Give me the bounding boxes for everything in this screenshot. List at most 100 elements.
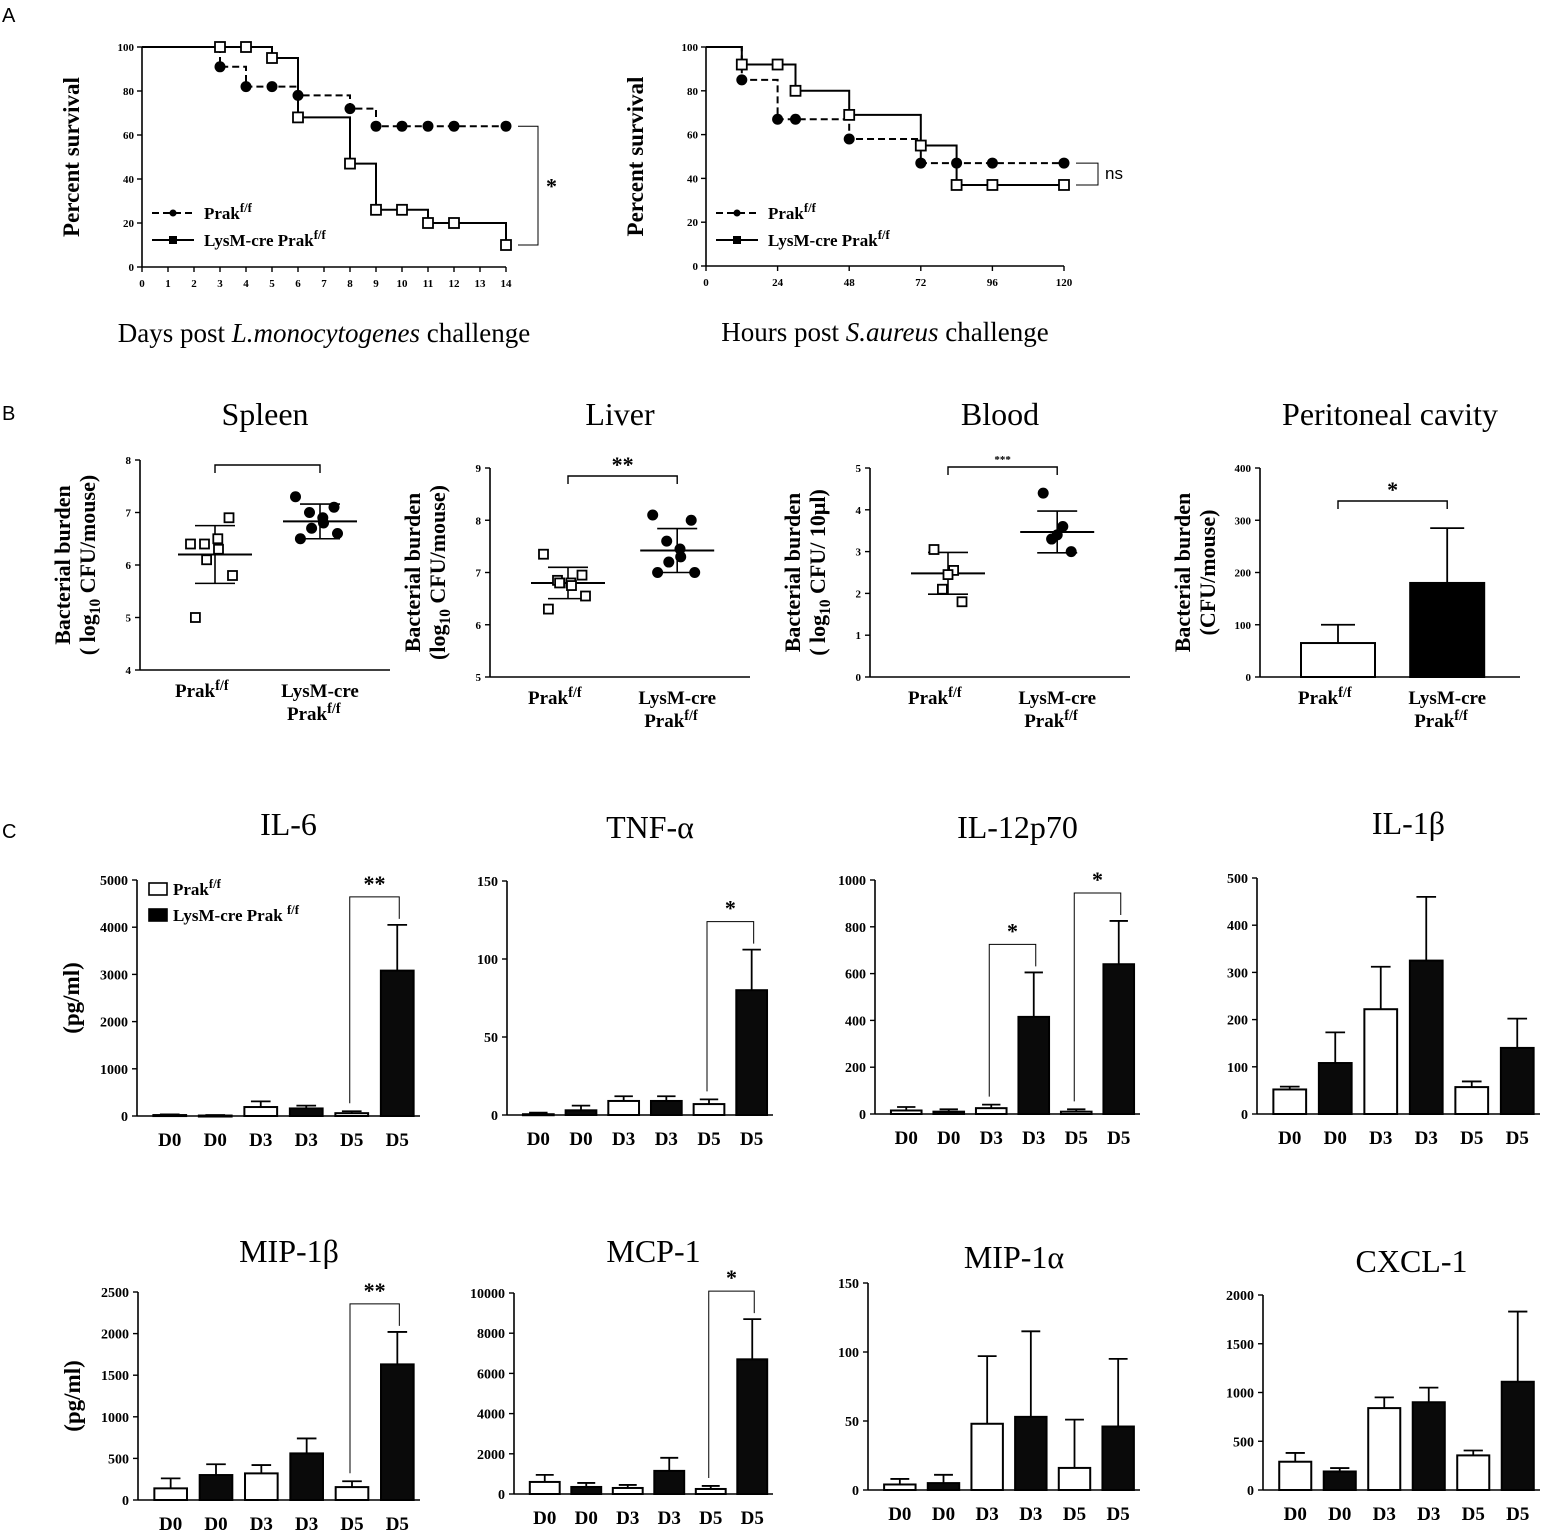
bar (334, 1112, 370, 1117)
significance-label: * (1387, 477, 1398, 502)
y-tick-label: 500 (108, 1452, 129, 1467)
bar (692, 1103, 726, 1116)
x-tick-label: 120 (1056, 277, 1073, 289)
y-tick-label: 200 (1235, 568, 1252, 580)
legend-label-0-base: Prak (768, 204, 804, 223)
legend-label-1-sup: f/f (314, 228, 327, 242)
survival-mark-circle (500, 120, 512, 132)
y-tick-label: 2000 (1226, 1289, 1254, 1304)
legend-label-0: Prakf/f (768, 201, 817, 223)
x-category-label: D5 (340, 1514, 363, 1531)
x-category-label: D0 (204, 1514, 227, 1531)
bar (653, 1469, 686, 1496)
y-axis-title: (pg/ml) (59, 962, 84, 1034)
x-category-label: D5 (340, 1130, 363, 1151)
x-category-label: D3 (612, 1129, 635, 1150)
y-tick-label: 100 (1235, 620, 1252, 632)
x-category-label: D0 (527, 1129, 550, 1150)
survival-line-1 (706, 46, 1064, 186)
survival-mark-circle (344, 103, 356, 115)
x-title-italic: L.monocytogenes (231, 318, 420, 348)
bar (1322, 1470, 1357, 1491)
bar (649, 1099, 683, 1116)
y-tick-label: 3 (856, 547, 862, 559)
y-tick-label: 7 (476, 568, 482, 580)
y-tick-label: 60 (123, 130, 135, 142)
bar (1272, 1088, 1308, 1116)
data-point-square (227, 570, 238, 581)
survival-line-1 (142, 46, 507, 245)
x-axis-title: Hours post S.aureus challenge (721, 317, 1048, 347)
legend-label-1: LysM-cre Prak f/f (173, 903, 300, 925)
bar (528, 1480, 561, 1495)
x-category-label-2-base: Prak (1024, 711, 1065, 732)
survival-mark-square (448, 217, 460, 229)
x-category-label-2: Prakf/f (1414, 708, 1468, 732)
survival-mark-circle (422, 120, 434, 132)
y-tick-label: 0 (129, 262, 135, 274)
x-category-label-2-base: Prak (644, 711, 685, 732)
y-tick-label: 500 (1233, 1435, 1254, 1450)
data-point-square (201, 554, 213, 566)
chart-title: TNF-α (606, 809, 694, 845)
y-tick-label: 0 (859, 1108, 866, 1123)
y-tick-label: 150 (838, 1277, 859, 1292)
x-tick-label: 0 (139, 278, 145, 290)
bar (1300, 642, 1376, 678)
panel-c-chart-11: MCP-1 0 2000 4000 6000 8000 10000 D0 D0 D3 D3 D5 D5 * (470, 1233, 773, 1529)
x-category-label: D0 (533, 1508, 556, 1529)
bar (380, 1363, 415, 1502)
x-category-label-base: Prak (1298, 688, 1339, 709)
x-category-label: Prakf/f (175, 678, 229, 702)
x-tick-label: 11 (423, 278, 433, 290)
y-tick-label: 1000 (1226, 1387, 1254, 1402)
x-category-label: D3 (658, 1508, 681, 1529)
y-tick-label: 5 (126, 613, 132, 625)
x-title-post: challenge (420, 318, 530, 348)
survival-mark-circle (370, 120, 382, 132)
chart-title: IL-1β (1372, 805, 1445, 841)
bar (611, 1486, 644, 1495)
x-category-label: D0 (932, 1504, 955, 1525)
x-tick-label: 1 (165, 278, 171, 290)
data-point-circle (294, 533, 306, 545)
chart-title: Spleen (221, 396, 308, 432)
x-tick-label: 0 (703, 277, 709, 289)
bar (379, 969, 415, 1118)
legend-swatch (148, 882, 168, 896)
x-category-label: D3 (1019, 1504, 1042, 1525)
panel-c-chart-9: IL-1β 0 100 200 300 400 500 D0 D0 D3 D3 D5 D5 (1227, 805, 1540, 1149)
y-tick-label: 0 (852, 1484, 859, 1499)
y-tick-label: 8 (126, 455, 132, 467)
x-category-label: D3 (295, 1514, 318, 1531)
x-category-label: LysM-cre (281, 681, 359, 702)
x-tick-label: 13 (475, 278, 487, 290)
x-category-label-2-sup: f/f (327, 701, 341, 717)
legend-marker (169, 209, 177, 217)
y-tick-label: 80 (687, 86, 699, 98)
significance-label: *** (994, 454, 1011, 466)
significance-bracket (518, 125, 539, 246)
legend-label-1-sup: f/f (878, 228, 891, 242)
y-axis-subtitle-sub: 10 (437, 609, 454, 625)
x-tick-label: 12 (449, 278, 461, 290)
y-tick-label: 600 (845, 968, 866, 983)
legend-label-1: LysM-cre Prakf/f (768, 228, 890, 250)
panel-b-chart-5: Peritoneal cavity 0 100 200 300 400 Bacterial … (1170, 396, 1520, 732)
data-point-circle (661, 535, 673, 547)
y-tick-label: 2000 (101, 1328, 129, 1343)
y-tick-label: 5000 (100, 874, 128, 889)
y-tick-label: 9 (476, 463, 482, 475)
x-tick-label: 10 (397, 278, 409, 290)
x-category-label: D5 (1065, 1128, 1088, 1149)
x-category-label-2: Prakf/f (644, 708, 698, 732)
chart-title: IL-12p70 (957, 809, 1078, 845)
bar (926, 1482, 961, 1491)
x-category-label-base: Prak (175, 681, 216, 702)
significance-bracket (947, 466, 1058, 475)
panel-b-chart-4: Blood 0 1 2 3 4 5 Bacterial burden( log10 CFU/ … (780, 396, 1130, 732)
bar (1409, 581, 1486, 679)
legend-label-1-base: LysM-cre Prak (204, 231, 314, 250)
survival-mark-circle (986, 157, 998, 169)
legend-label-0-sup: f/f (209, 877, 222, 891)
